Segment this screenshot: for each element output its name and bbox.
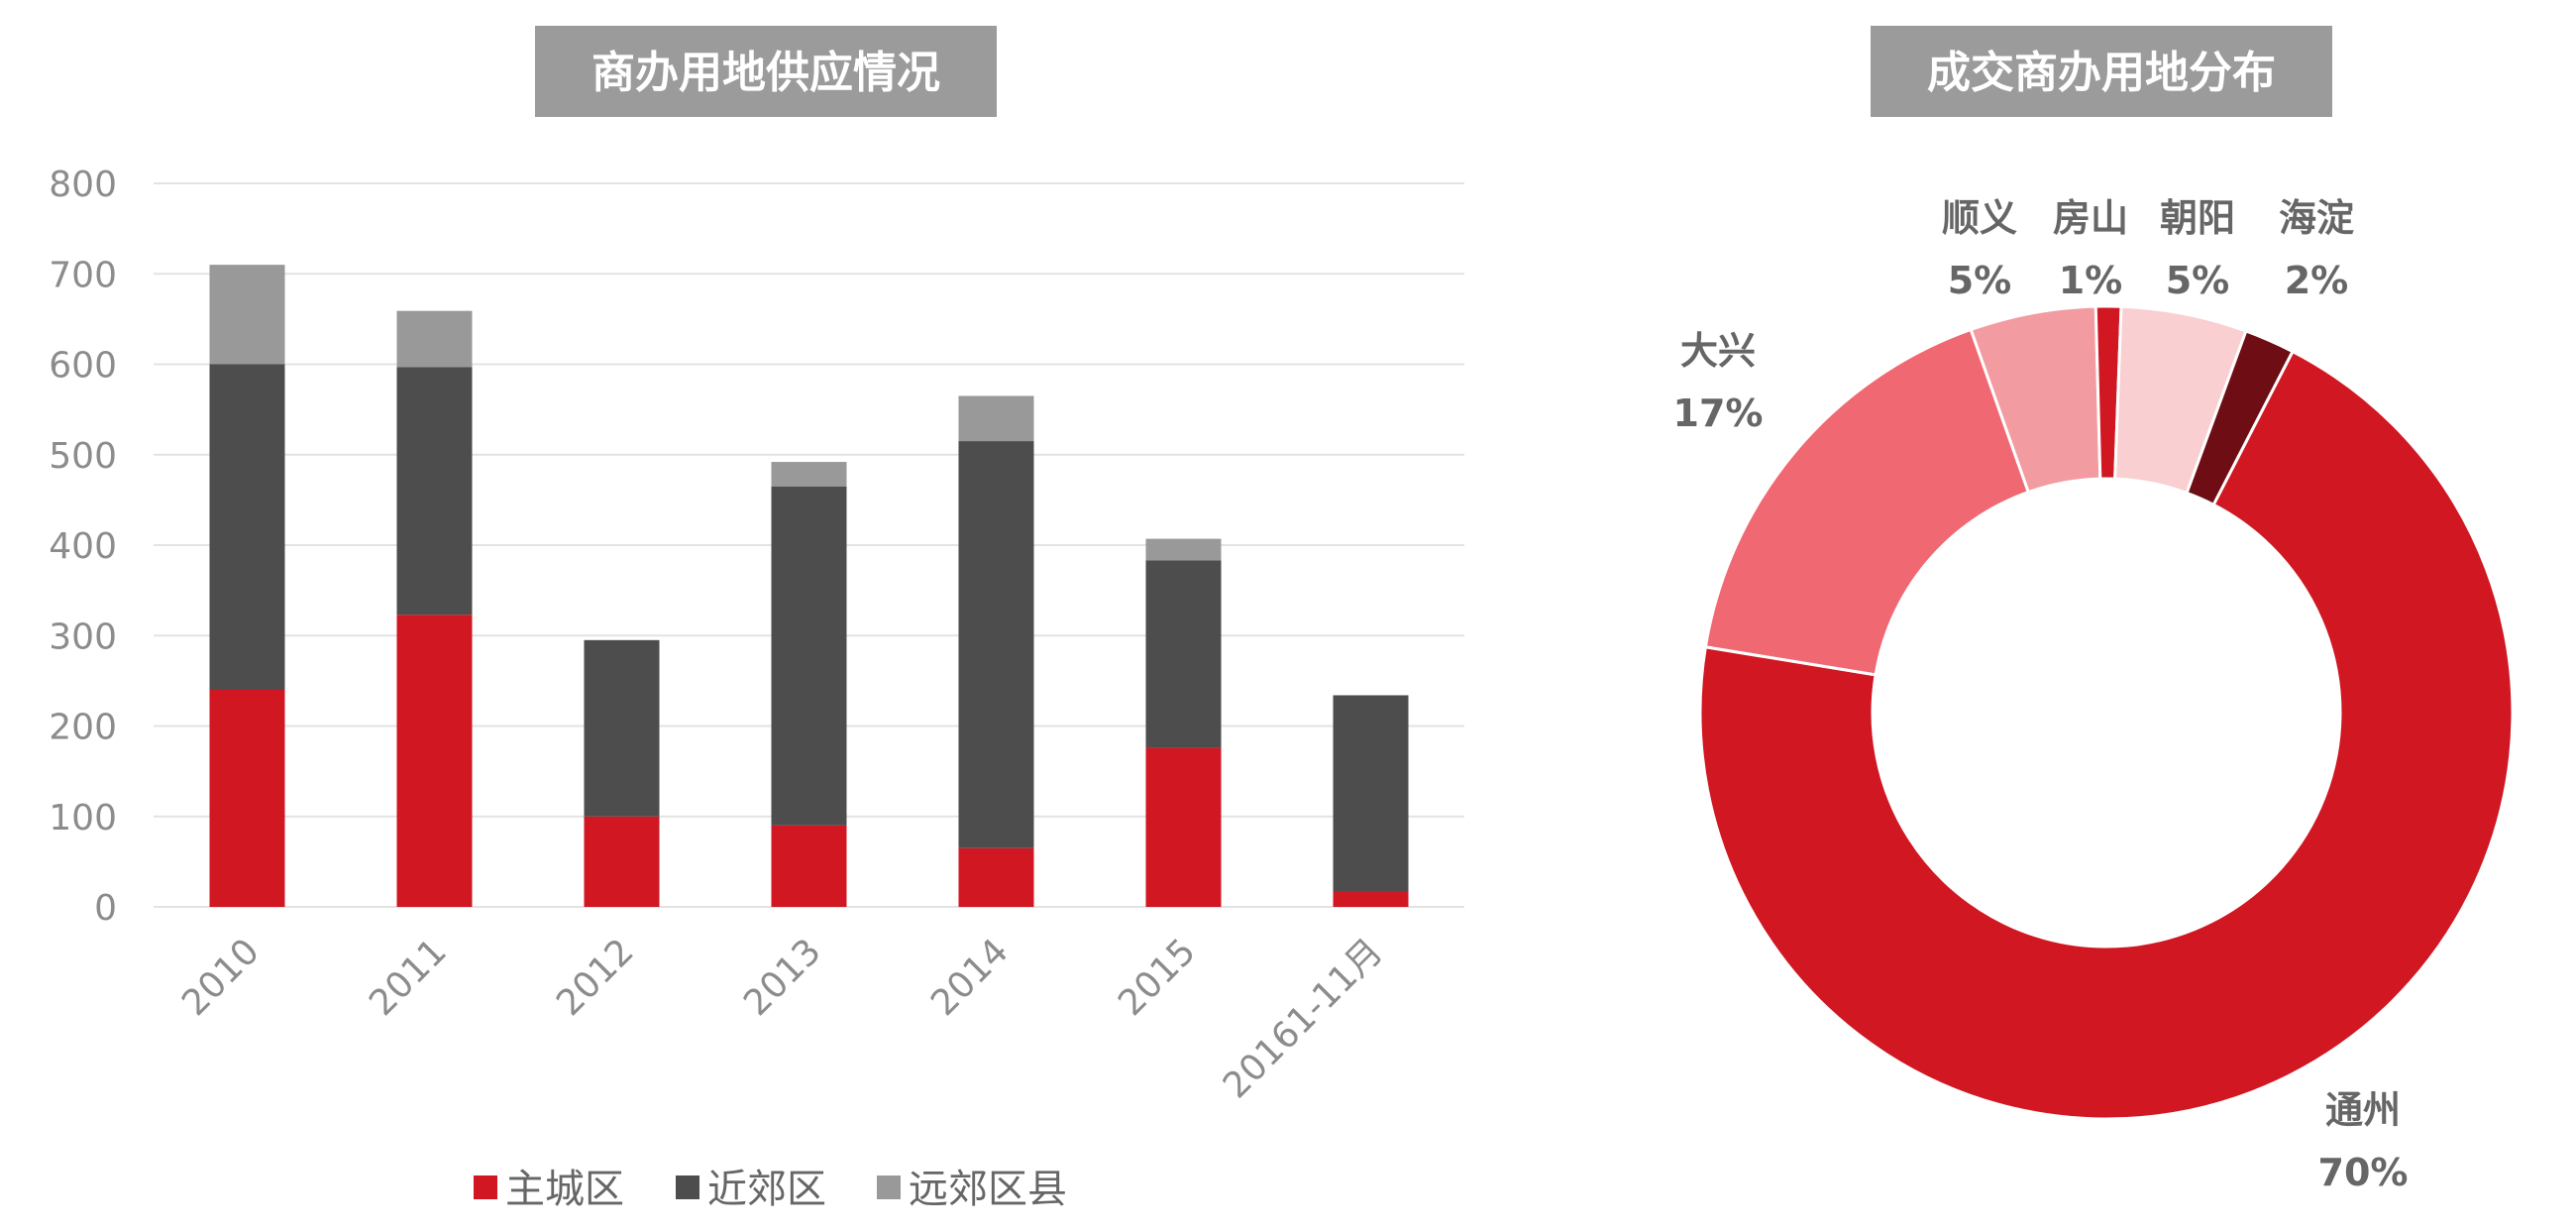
donut-label-name: 顺义 bbox=[1942, 196, 2017, 240]
x-tick-label: 2010 bbox=[174, 931, 268, 1024]
bar-segment bbox=[396, 310, 473, 368]
bar-x-axis: 2010 2011 2012 2013 2014 2015 20161-11月 bbox=[174, 931, 1391, 1106]
bar-segment bbox=[396, 367, 473, 616]
donut-label: 顺义 5% bbox=[1942, 196, 2017, 302]
bar-segment bbox=[209, 690, 285, 907]
y-tick-label: 400 bbox=[49, 526, 117, 567]
bar-segment bbox=[958, 395, 1034, 442]
y-tick-label: 600 bbox=[49, 346, 117, 387]
y-tick-label: 100 bbox=[49, 798, 117, 839]
bar-segment bbox=[1145, 560, 1222, 748]
bar-segment bbox=[958, 847, 1034, 907]
bar-series bbox=[209, 265, 1409, 907]
bar-segment bbox=[584, 639, 660, 817]
y-tick-label: 500 bbox=[49, 436, 117, 477]
x-tick-label: 2011 bbox=[362, 931, 455, 1024]
legend-item: 近郊区 bbox=[676, 1167, 826, 1212]
donut-label: 大兴 17% bbox=[1673, 329, 1764, 435]
x-tick-label: 2015 bbox=[1111, 931, 1204, 1024]
donut-label-pct: 17% bbox=[1673, 392, 1764, 435]
bar-segment bbox=[1145, 747, 1222, 907]
bar-segment bbox=[209, 265, 285, 365]
bar-legend: 主城区 近郊区 远郊区县 bbox=[474, 1167, 1067, 1212]
donut-label: 房山 1% bbox=[2053, 196, 2128, 302]
donut-label-name: 通州 bbox=[2325, 1088, 2401, 1132]
y-tick-label: 300 bbox=[49, 616, 117, 657]
bar-title-text: 商办用地供应情况 bbox=[591, 48, 940, 98]
legend-label: 远郊区县 bbox=[909, 1167, 1067, 1212]
x-tick-label: 2012 bbox=[549, 931, 642, 1024]
pie-title-box bbox=[1871, 26, 2332, 117]
bar-segment bbox=[1333, 891, 1409, 907]
donut-labels: 顺义 5% 房山 1% 朝阳 5% 海淀 2% 通州 70% 大兴 17% bbox=[1673, 196, 2409, 1194]
donut-label-pct: 5% bbox=[2166, 259, 2230, 302]
donut-label: 通州 70% bbox=[2318, 1088, 2409, 1194]
bar-segment bbox=[1145, 538, 1222, 561]
pie-chart-title: 成交商办用地分布 bbox=[1871, 26, 2332, 117]
donut-label: 朝阳 5% bbox=[2160, 196, 2235, 302]
donut-label: 海淀 2% bbox=[2279, 196, 2354, 302]
bar-segment bbox=[958, 441, 1034, 848]
legend-label: 主城区 bbox=[505, 1167, 624, 1212]
bar-chart-title: 商办用地供应情况 bbox=[535, 26, 997, 117]
donut-label-pct: 2% bbox=[2285, 259, 2349, 302]
bar-segment bbox=[1333, 695, 1409, 892]
bar-y-axis: 0 100 200 300 400 500 600 700 800 bbox=[49, 165, 117, 929]
bar-segment bbox=[584, 816, 660, 907]
bar-segment bbox=[771, 825, 847, 907]
legend-label: 近郊区 bbox=[707, 1167, 826, 1212]
donut-label-name: 朝阳 bbox=[2160, 196, 2235, 240]
bar-segment bbox=[396, 615, 473, 907]
donut-label-pct: 70% bbox=[2318, 1151, 2409, 1194]
legend-swatch bbox=[676, 1175, 699, 1199]
bar-title-box bbox=[535, 26, 997, 117]
y-tick-label: 800 bbox=[49, 165, 117, 205]
legend-item: 主城区 bbox=[474, 1167, 624, 1212]
y-tick-label: 700 bbox=[49, 255, 117, 295]
pie-title-text: 成交商办用地分布 bbox=[1927, 48, 2276, 98]
donut-label-pct: 1% bbox=[2059, 259, 2123, 302]
bar-segment bbox=[209, 364, 285, 690]
donut-slices bbox=[1698, 304, 2515, 1121]
x-tick-label: 2014 bbox=[923, 931, 1017, 1024]
donut-slice bbox=[1698, 349, 2515, 1121]
y-tick-label: 0 bbox=[94, 888, 117, 929]
bar-segment bbox=[771, 486, 847, 826]
legend-swatch bbox=[474, 1175, 497, 1199]
y-tick-label: 200 bbox=[49, 708, 117, 748]
x-tick-label: 20161-11月 bbox=[1216, 931, 1391, 1106]
legend-item: 远郊区县 bbox=[877, 1167, 1067, 1212]
donut-slice bbox=[1703, 327, 2031, 677]
legend-swatch bbox=[877, 1175, 901, 1199]
donut-label-pct: 5% bbox=[1948, 259, 2012, 302]
x-tick-label: 2013 bbox=[736, 931, 829, 1024]
donut-label-name: 大兴 bbox=[1680, 329, 1756, 373]
donut-label-name: 海淀 bbox=[2279, 196, 2354, 240]
donut-label-name: 房山 bbox=[2053, 196, 2128, 240]
bar-segment bbox=[771, 462, 847, 487]
